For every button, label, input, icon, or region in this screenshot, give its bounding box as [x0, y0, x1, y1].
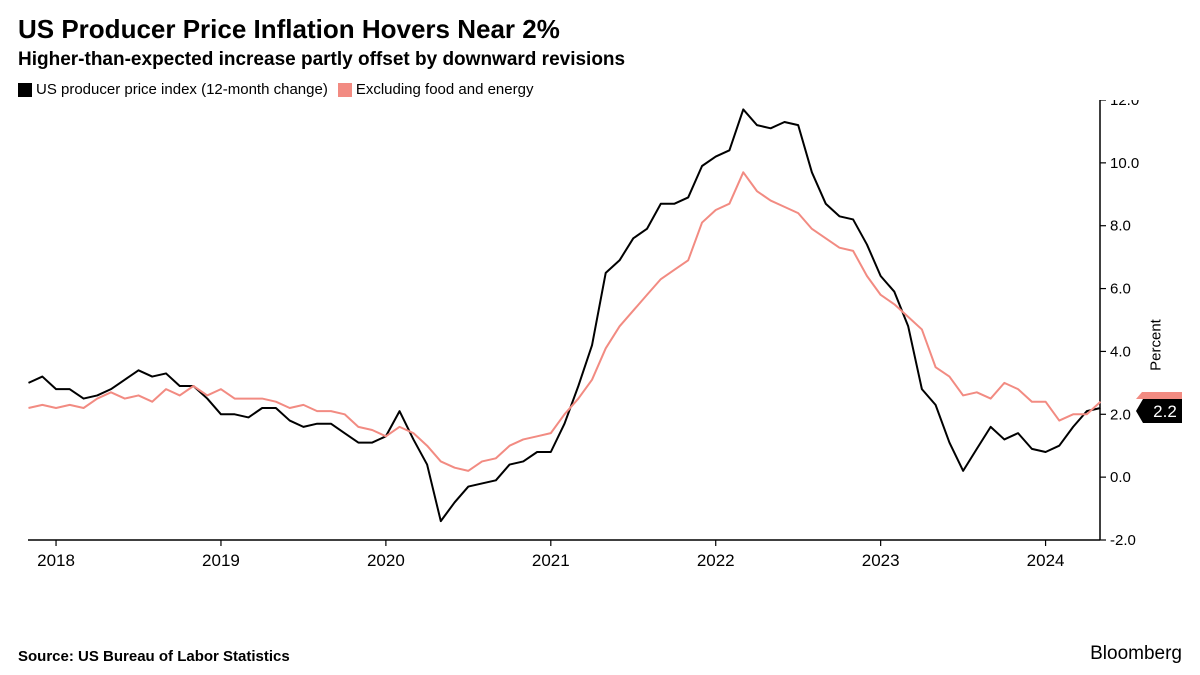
svg-text:2.2: 2.2: [1153, 402, 1177, 421]
legend: US producer price index (12-month change…: [18, 81, 1182, 98]
y-axis-label: Percent: [1148, 319, 1165, 371]
svg-text:2024: 2024: [1027, 551, 1065, 570]
svg-text:2020: 2020: [367, 551, 405, 570]
svg-text:2.0: 2.0: [1110, 406, 1131, 423]
legend-label-core: Excluding food and energy: [356, 81, 534, 98]
svg-text:2018: 2018: [37, 551, 75, 570]
svg-text:-2.0: -2.0: [1110, 532, 1136, 549]
svg-text:2021: 2021: [532, 551, 570, 570]
svg-text:12.0: 12.0: [1110, 100, 1139, 109]
legend-swatch-headline: [18, 83, 32, 97]
svg-text:2022: 2022: [697, 551, 735, 570]
svg-text:2019: 2019: [202, 551, 240, 570]
brand-text: Bloomberg: [1090, 643, 1182, 665]
svg-text:2023: 2023: [862, 551, 900, 570]
svg-text:0.0: 0.0: [1110, 469, 1131, 486]
legend-label-headline: US producer price index (12-month change…: [36, 81, 328, 98]
svg-text:8.0: 8.0: [1110, 218, 1131, 235]
legend-item-headline: US producer price index (12-month change…: [18, 81, 328, 98]
line-chart-svg: -2.0 0.0 2.0 4.0 6.0 8.0 10.0 12.0 2018 2019 2020 2…: [18, 100, 1182, 590]
chart-subtitle: Higher-than-expected increase partly off…: [18, 49, 1182, 71]
svg-text:10.0: 10.0: [1110, 155, 1139, 172]
source-text: Source: US Bureau of Labor Statistics: [18, 648, 290, 665]
legend-item-core: Excluding food and energy: [338, 81, 534, 98]
chart-title: US Producer Price Inflation Hovers Near …: [18, 14, 1182, 45]
legend-swatch-core: [338, 83, 352, 97]
chart-area: -2.0 0.0 2.0 4.0 6.0 8.0 10.0 12.0 2018 2019 2020 2…: [18, 100, 1182, 590]
svg-text:4.0: 4.0: [1110, 343, 1131, 360]
svg-text:6.0: 6.0: [1110, 281, 1131, 298]
